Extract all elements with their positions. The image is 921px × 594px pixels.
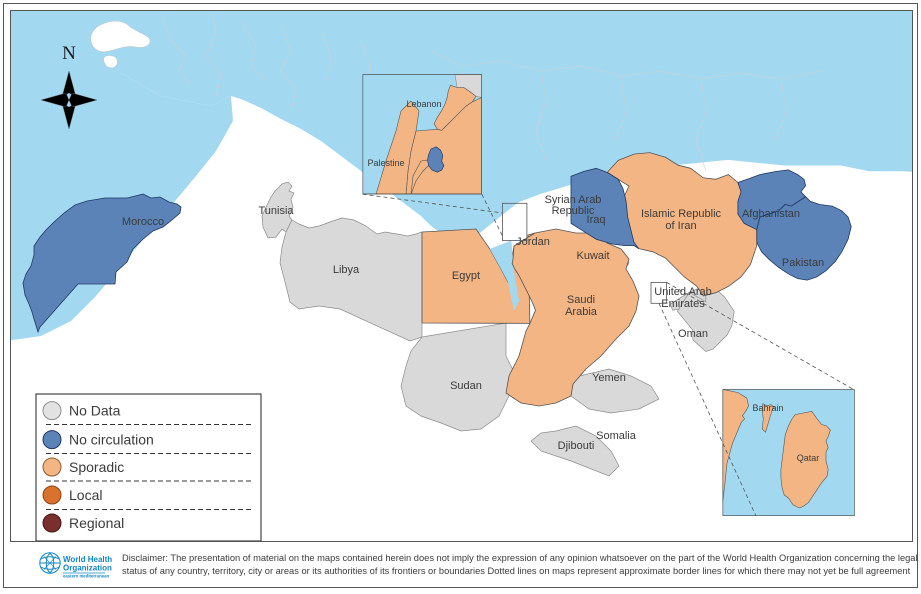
- svg-text:Lebanon: Lebanon: [406, 99, 441, 109]
- svg-text:Qatar: Qatar: [797, 453, 820, 463]
- svg-text:Morocco: Morocco: [122, 216, 164, 228]
- svg-text:Organization: Organization: [63, 564, 112, 573]
- svg-text:of Iran: of Iran: [665, 220, 696, 232]
- svg-text:Djibouti: Djibouti: [558, 440, 595, 452]
- svg-text:Tunisia: Tunisia: [258, 205, 294, 217]
- svg-text:No Data: No Data: [69, 403, 121, 419]
- svg-text:United Arab: United Arab: [654, 286, 711, 298]
- svg-text:N: N: [62, 43, 76, 64]
- svg-text:Egypt: Egypt: [452, 270, 480, 282]
- svg-text:No circulation: No circulation: [69, 432, 154, 448]
- svg-text:Oman: Oman: [678, 328, 708, 340]
- svg-text:Afghanistan: Afghanistan: [742, 208, 800, 220]
- svg-text:Somalia: Somalia: [596, 430, 637, 442]
- svg-text:Palestine: Palestine: [367, 158, 404, 168]
- svg-text:Emirates: Emirates: [661, 298, 705, 310]
- svg-text:Republic: Republic: [552, 205, 595, 217]
- svg-text:Pakistan: Pakistan: [782, 257, 824, 269]
- svg-text:eastern mediterranean: eastern mediterranean: [63, 574, 109, 579]
- svg-text:Bahrain: Bahrain: [752, 403, 783, 413]
- svg-text:Islamic Republic: Islamic Republic: [641, 208, 722, 220]
- svg-text:Regional: Regional: [69, 515, 124, 531]
- svg-text:Arabia: Arabia: [565, 306, 598, 318]
- svg-text:Kuwait: Kuwait: [576, 250, 609, 262]
- svg-text:Jordan: Jordan: [516, 236, 550, 248]
- svg-text:Sporadic: Sporadic: [69, 459, 124, 475]
- svg-text:Yemen: Yemen: [592, 372, 626, 384]
- svg-text:Sudan: Sudan: [450, 380, 482, 392]
- svg-text:Saudi: Saudi: [567, 294, 595, 306]
- svg-text:Local: Local: [69, 487, 102, 503]
- svg-text:Libya: Libya: [333, 264, 360, 276]
